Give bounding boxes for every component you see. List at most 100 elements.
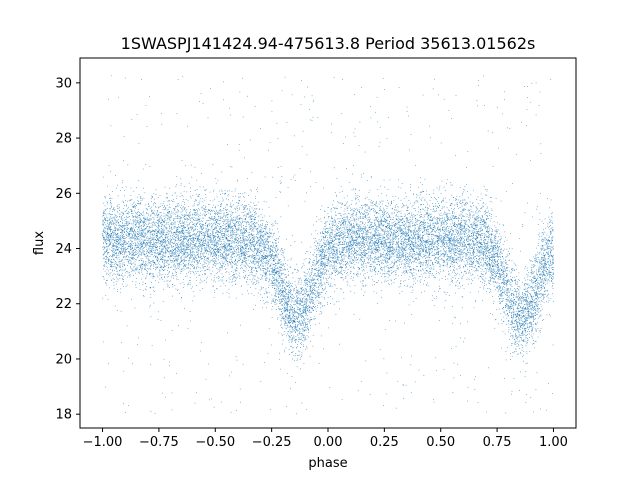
data-point — [350, 253, 352, 255]
data-point — [146, 213, 148, 214]
data-point — [141, 238, 142, 240]
data-point — [140, 220, 141, 222]
data-point — [187, 252, 189, 254]
data-point — [319, 313, 321, 315]
data-point — [376, 240, 378, 242]
data-point — [244, 251, 246, 253]
data-point — [300, 288, 302, 290]
data-point — [452, 271, 453, 273]
data-point — [325, 231, 327, 232]
data-point — [462, 252, 464, 254]
data-point — [275, 278, 277, 280]
data-point — [313, 290, 315, 291]
data-point — [306, 289, 307, 291]
data-point — [135, 222, 137, 223]
data-point — [232, 226, 233, 227]
data-point — [376, 213, 377, 214]
data-point — [490, 278, 492, 280]
data-point — [417, 224, 418, 225]
data-point — [304, 329, 305, 331]
data-point — [172, 253, 174, 254]
data-point — [128, 222, 130, 224]
data-point — [524, 289, 525, 290]
data-point — [265, 247, 267, 249]
data-point — [199, 282, 201, 284]
data-point — [424, 267, 426, 269]
data-point — [365, 212, 367, 214]
data-point — [379, 201, 381, 203]
data-point — [304, 329, 306, 331]
data-point — [253, 270, 255, 272]
data-point — [519, 307, 521, 309]
data-point — [182, 225, 184, 226]
data-point — [359, 268, 360, 270]
data-point — [195, 212, 197, 214]
data-point — [401, 183, 403, 184]
data-point — [194, 225, 196, 226]
data-point — [404, 192, 406, 194]
data-point — [450, 204, 451, 206]
data-point — [525, 323, 526, 325]
data-point — [501, 270, 502, 272]
data-point — [352, 259, 353, 260]
data-point — [178, 242, 180, 244]
data-point — [334, 207, 336, 209]
data-point — [375, 248, 377, 250]
data-point — [116, 278, 118, 280]
data-point — [148, 223, 149, 225]
data-point — [268, 278, 270, 280]
data-point — [422, 221, 424, 223]
data-point — [179, 246, 181, 248]
data-point — [130, 229, 132, 230]
data-point — [135, 281, 137, 283]
data-point — [548, 254, 549, 255]
data-point — [477, 236, 478, 238]
data-point — [509, 310, 510, 311]
data-point — [358, 230, 360, 231]
data-point — [504, 378, 505, 379]
data-point — [384, 212, 385, 214]
data-point — [407, 229, 408, 231]
data-point — [128, 257, 130, 259]
data-point — [193, 254, 195, 255]
data-point — [510, 306, 512, 307]
data-point — [367, 241, 369, 242]
data-point — [124, 242, 126, 243]
data-point — [411, 262, 412, 264]
data-point — [446, 234, 448, 235]
data-point — [549, 220, 551, 222]
data-point — [310, 311, 312, 313]
data-point — [543, 282, 545, 283]
data-point — [408, 235, 410, 237]
data-point — [470, 278, 472, 280]
data-point — [290, 291, 291, 293]
data-point — [514, 301, 516, 303]
data-point — [348, 182, 350, 183]
data-point — [154, 250, 156, 251]
data-point — [355, 262, 357, 264]
data-point — [116, 270, 118, 272]
data-point — [119, 252, 121, 254]
data-point — [289, 287, 290, 288]
data-point — [224, 193, 226, 195]
data-point — [218, 251, 219, 253]
data-point — [410, 232, 412, 234]
data-point — [233, 219, 235, 221]
data-point — [161, 251, 163, 253]
data-point — [343, 252, 344, 254]
data-point — [263, 268, 265, 269]
data-point — [166, 244, 168, 245]
data-point — [183, 225, 185, 227]
data-point — [525, 291, 527, 292]
data-point — [426, 261, 428, 263]
data-point — [476, 220, 478, 222]
data-point — [266, 232, 268, 234]
data-point — [293, 347, 295, 348]
data-point — [342, 214, 344, 216]
data-point — [297, 333, 298, 335]
data-point — [234, 216, 236, 218]
data-point — [511, 302, 512, 304]
data-point — [536, 271, 538, 273]
data-point — [215, 252, 217, 253]
data-point — [493, 265, 494, 267]
